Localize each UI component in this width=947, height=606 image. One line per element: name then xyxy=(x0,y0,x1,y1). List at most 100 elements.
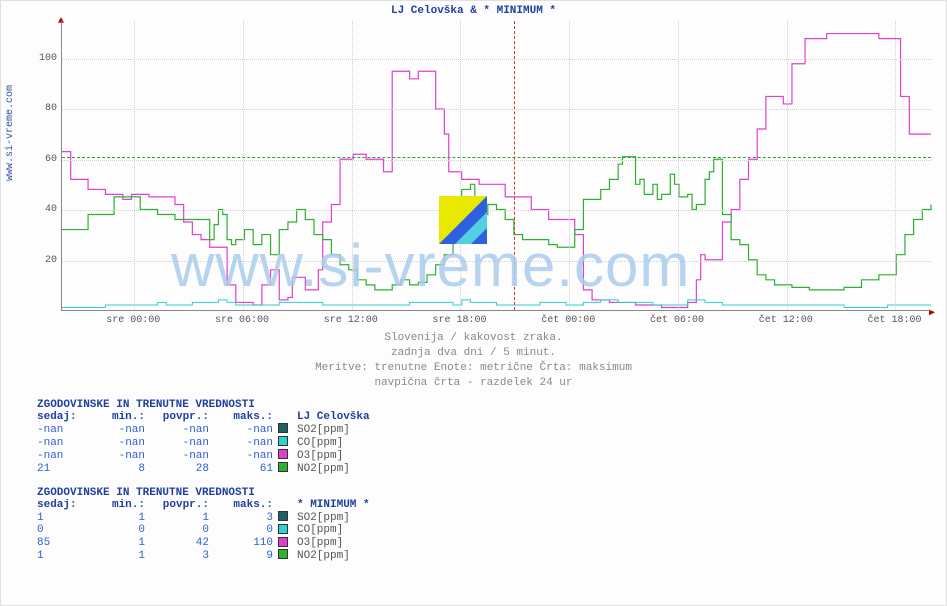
cell-maks: -nan xyxy=(209,437,273,449)
grid-h xyxy=(62,210,931,211)
cell-sedaj: 1 xyxy=(37,550,91,562)
subtitle-line: Meritve: trenutne Enote: metrične Črta: … xyxy=(1,361,946,376)
chart-container: www.si-vreme.com LJ Celovška & * MINIMUM… xyxy=(0,0,947,606)
cell-maks: -nan xyxy=(209,424,273,436)
cell-min: 8 xyxy=(91,463,145,475)
grid-h xyxy=(62,109,931,110)
legend-label: CO[ppm] xyxy=(293,524,413,536)
cell-povpr: 28 xyxy=(145,463,209,475)
cell-sedaj: 0 xyxy=(37,524,91,536)
grid-v xyxy=(243,21,244,310)
legend-swatch xyxy=(273,462,293,474)
x-tick: čet 06:00 xyxy=(647,315,707,326)
cell-povpr: 42 xyxy=(145,537,209,549)
cell-min: -nan xyxy=(91,424,145,436)
legend-label: NO2[ppm] xyxy=(293,463,413,475)
cell-maks: 3 xyxy=(209,512,273,524)
x-tick: čet 18:00 xyxy=(864,315,924,326)
series-label: * MINIMUM * xyxy=(293,499,413,511)
cell-min: -nan xyxy=(91,450,145,462)
x-tick: sre 12:00 xyxy=(321,315,381,326)
stats-tables: ZGODOVINSKE IN TRENUTNE VREDNOSTIsedaj:m… xyxy=(37,399,413,574)
series-label: LJ Celovška xyxy=(293,411,413,423)
col-header: min.: xyxy=(91,411,145,423)
table-row: -nan-nan-nan-nanO3[ppm] xyxy=(37,449,413,462)
col-header: min.: xyxy=(91,499,145,511)
grid-h xyxy=(62,160,931,161)
cell-min: -nan xyxy=(91,437,145,449)
chart-svg xyxy=(62,21,931,310)
cell-maks: -nan xyxy=(209,450,273,462)
y-tick: 60 xyxy=(37,154,57,165)
cell-sedaj: 1 xyxy=(37,512,91,524)
legend-swatch xyxy=(273,449,293,461)
col-header: sedaj: xyxy=(37,411,91,423)
y-tick: 40 xyxy=(37,204,57,215)
x-tick: čet 12:00 xyxy=(756,315,816,326)
cell-povpr: -nan xyxy=(145,437,209,449)
cell-maks: 61 xyxy=(209,463,273,475)
subtitle-line: zadnja dva dni / 5 minut. xyxy=(1,346,946,361)
grid-v xyxy=(569,21,570,310)
subtitle-line: navpična črta - razdelek 24 ur xyxy=(1,376,946,391)
legend-label: O3[ppm] xyxy=(293,537,413,549)
grid-v xyxy=(787,21,788,310)
col-header: maks.: xyxy=(209,411,273,423)
subtitle-line: Slovenija / kakovost zraka. xyxy=(1,331,946,346)
cell-min: 1 xyxy=(91,512,145,524)
legend-label: NO2[ppm] xyxy=(293,550,413,562)
legend-label: SO2[ppm] xyxy=(293,424,413,436)
grid-v xyxy=(352,21,353,310)
grid-h xyxy=(62,261,931,262)
day-separator xyxy=(514,21,515,310)
cell-povpr: 3 xyxy=(145,550,209,562)
col-header: sedaj: xyxy=(37,499,91,511)
subtitle-block: Slovenija / kakovost zraka.zadnja dva dn… xyxy=(1,331,946,390)
table-row: 1139NO2[ppm] xyxy=(37,549,413,562)
x-tick: sre 00:00 xyxy=(103,315,163,326)
table-row: -nan-nan-nan-nanCO[ppm] xyxy=(37,436,413,449)
col-header: maks.: xyxy=(209,499,273,511)
grid-v xyxy=(895,21,896,310)
grid-h xyxy=(62,59,931,60)
table-header-row: sedaj:min.:povpr.:maks.:* MINIMUM * xyxy=(37,499,413,511)
cell-povpr: -nan xyxy=(145,424,209,436)
x-tick: sre 18:00 xyxy=(429,315,489,326)
legend-label: CO[ppm] xyxy=(293,437,413,449)
stats-table: ZGODOVINSKE IN TRENUTNE VREDNOSTIsedaj:m… xyxy=(37,399,413,475)
page-title: LJ Celovška & * MINIMUM * xyxy=(1,5,946,17)
cell-sedaj: -nan xyxy=(37,437,91,449)
table-row: 0000CO[ppm] xyxy=(37,524,413,537)
table-header-row: sedaj:min.:povpr.:maks.: LJ Celovška xyxy=(37,411,413,423)
legend-swatch xyxy=(273,549,293,561)
cell-sedaj: 21 xyxy=(37,463,91,475)
cell-maks: 0 xyxy=(209,524,273,536)
grid-v xyxy=(134,21,135,310)
cell-min: 0 xyxy=(91,524,145,536)
legend-swatch xyxy=(273,423,293,435)
cell-min: 1 xyxy=(91,537,145,549)
max-line xyxy=(62,157,931,158)
table-row: 2182861 NO2[ppm] xyxy=(37,462,413,475)
table-title: ZGODOVINSKE IN TRENUTNE VREDNOSTI xyxy=(37,399,413,411)
grid-v xyxy=(460,21,461,310)
cell-min: 1 xyxy=(91,550,145,562)
cell-maks: 110 xyxy=(209,537,273,549)
legend-label: O3[ppm] xyxy=(293,450,413,462)
cell-povpr: 1 xyxy=(145,512,209,524)
cell-sedaj: -nan xyxy=(37,450,91,462)
cell-sedaj: -nan xyxy=(37,424,91,436)
col-header: povpr.: xyxy=(145,411,209,423)
table-row: 85142110O3[ppm] xyxy=(37,536,413,549)
legend-swatch xyxy=(273,511,293,523)
x-tick: sre 06:00 xyxy=(212,315,272,326)
cell-povpr: -nan xyxy=(145,450,209,462)
legend-swatch xyxy=(273,524,293,536)
legend-swatch xyxy=(273,436,293,448)
table-row: -nan-nan-nan-nanSO2[ppm] xyxy=(37,423,413,436)
series-O3_magenta xyxy=(62,34,931,308)
legend-swatch xyxy=(273,536,293,548)
series-baseline_cyan xyxy=(62,300,931,308)
y-tick: 20 xyxy=(37,255,57,266)
y-tick: 100 xyxy=(37,53,57,64)
